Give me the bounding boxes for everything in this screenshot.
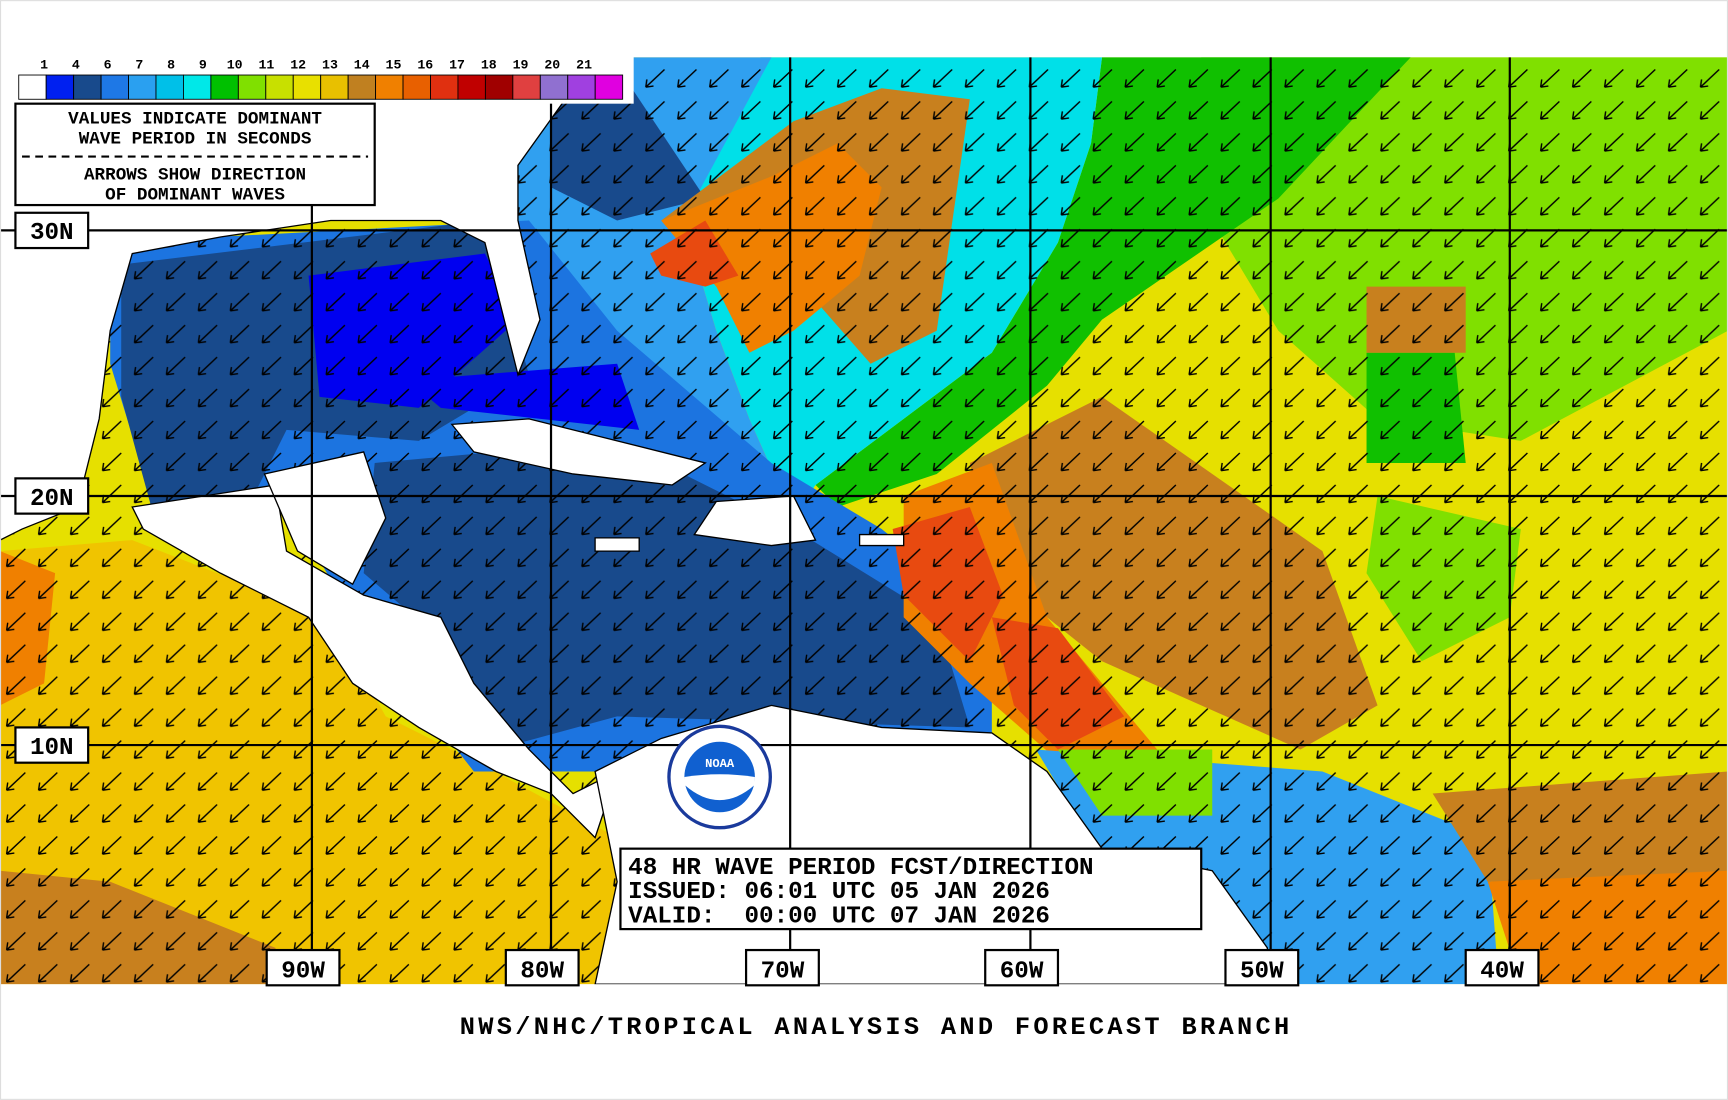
legend-label: 18: [481, 57, 497, 72]
notes-box: VALUES INDICATE DOMINANT WAVE PERIOD IN …: [14, 102, 376, 207]
lat-label: 10N: [30, 735, 74, 762]
legend-label: 13: [322, 57, 338, 72]
legend-swatch: [347, 74, 377, 100]
note-line: WAVE PERIOD IN SECONDS: [79, 129, 312, 149]
legend-label: 4: [72, 57, 80, 72]
footer: NWS/NHC/TROPICAL ANALYSIS AND FORECAST B…: [460, 1013, 1293, 1042]
legend-label: 9: [199, 57, 207, 72]
legend-swatch: [484, 74, 514, 100]
lon-labels: 90W 80W 70W 60W 50W 40W: [265, 948, 1540, 987]
legend-swatch: [45, 74, 75, 100]
title-line: VALID: 00:00 UTC 07 JAN 2026: [628, 903, 1050, 930]
title-line: 48 HR WAVE PERIOD FCST/DIRECTION: [628, 855, 1093, 882]
legend-label: 6: [104, 57, 112, 72]
legend-swatch: [292, 74, 322, 100]
legend-swatch: [73, 74, 102, 100]
legend-swatch: [567, 74, 596, 100]
legend-swatch: [430, 74, 459, 100]
lon-label: 80W: [520, 959, 564, 986]
legend-swatch: [265, 74, 294, 100]
legend-swatch: [539, 74, 569, 100]
legend-label: 7: [135, 57, 143, 72]
note-line: ARROWS SHOW DIRECTION: [84, 166, 306, 186]
legend-label: 12: [290, 57, 306, 72]
legend-label: 16: [417, 57, 433, 72]
title-line: ISSUED: 06:01 UTC 05 JAN 2026: [628, 879, 1050, 906]
legend-swatch: [182, 74, 212, 100]
legend-swatch: [375, 74, 404, 100]
legend-label: 20: [544, 57, 560, 72]
legend-swatch: [320, 74, 349, 100]
legend-swatch: [402, 74, 431, 100]
legend-label: 11: [258, 57, 274, 72]
lon-label: 90W: [281, 959, 325, 986]
legend-label: 15: [386, 57, 402, 72]
lon-label: 40W: [1480, 959, 1524, 986]
legend-swatch: [457, 74, 486, 100]
legend-label: 19: [513, 57, 529, 72]
legend-swatch: [512, 74, 541, 100]
lat-label: 20N: [30, 486, 74, 513]
title-box: 48 HR WAVE PERIOD FCST/DIRECTION ISSUED:…: [619, 847, 1203, 930]
lat-labels: 30N 20N 10N: [14, 211, 90, 764]
noaa-logo: NOAA: [667, 724, 772, 830]
note-line: VALUES INDICATE DOMINANT: [68, 110, 322, 130]
legend-label: 21: [576, 57, 592, 72]
legend-swatch: [100, 74, 129, 100]
legend-label: 8: [167, 57, 175, 72]
graticule: [0, 57, 1728, 985]
legend-swatch: [594, 74, 624, 100]
lat-label: 30N: [30, 220, 74, 247]
lon-label: 60W: [1000, 959, 1044, 986]
legend-label: 10: [227, 57, 243, 72]
legend-label: 1: [40, 57, 48, 72]
legend-label: 17: [449, 57, 465, 72]
legend-swatch: [155, 74, 184, 100]
logo-text: NOAA: [705, 757, 735, 771]
lon-label: 70W: [761, 959, 805, 986]
legend: 1 4 6 7 8 9 10 11 12 13 14 15 16 17 18 19 20 21: [18, 57, 624, 100]
legend-swatch: [128, 74, 157, 100]
note-line: OF DOMINANT WAVES: [105, 186, 285, 206]
legend-label: 14: [354, 57, 370, 72]
lon-label: 50W: [1240, 959, 1284, 986]
legend-swatch: [18, 74, 47, 100]
legend-swatch: [210, 74, 239, 100]
legend-swatch: [237, 74, 267, 100]
